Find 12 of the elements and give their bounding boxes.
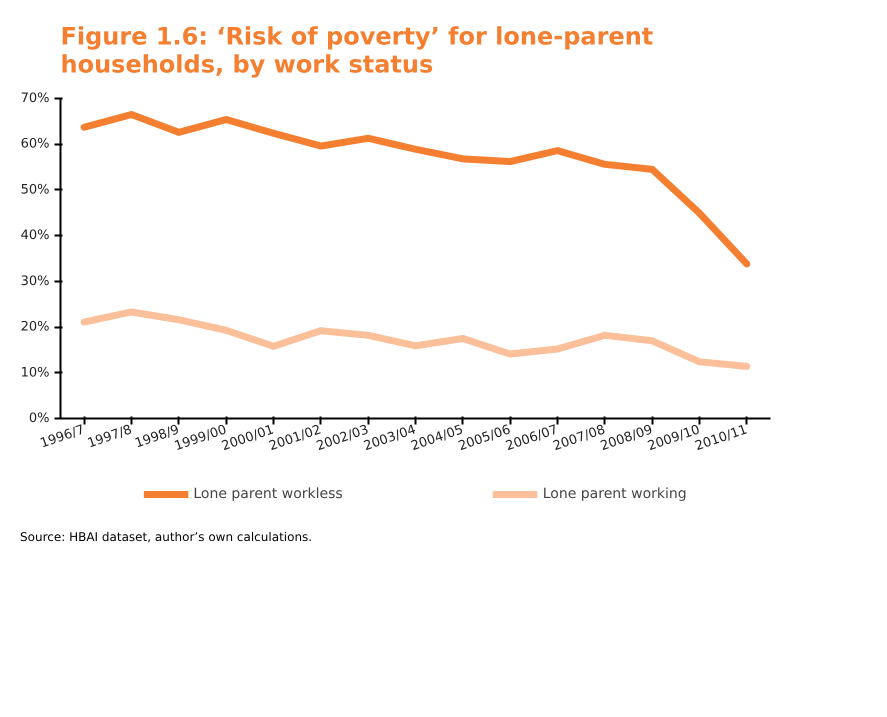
- y-tick-label: 40%: [20, 228, 50, 244]
- legend-label: Lone parent workless: [193, 486, 343, 502]
- y-tick-label: 60%: [20, 136, 50, 152]
- legend-label: Lone parent working: [542, 486, 687, 502]
- source-note: Source: HBAI dataset, author’s own calculations.: [20, 529, 312, 546]
- y-tick-label: 20%: [20, 320, 50, 335]
- y-tick-label: 10%: [20, 365, 50, 380]
- chart-title: Figure 1.6: ‘Risk of poverty’ for lone-parent households, by work status: [60, 22, 654, 78]
- y-tick-label: 50%: [20, 182, 50, 198]
- y-tick-label: 30%: [20, 274, 50, 289]
- y-tick-label: 0%: [28, 411, 50, 426]
- y-tick-label: 70%: [20, 91, 50, 106]
